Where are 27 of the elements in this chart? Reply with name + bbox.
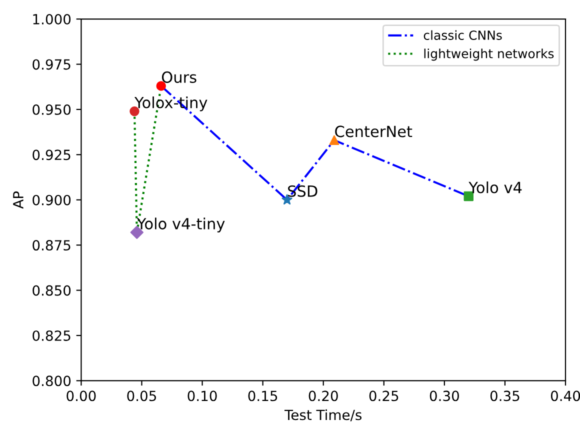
x-tick-label: 0.10 [188, 390, 217, 402]
x-tick-label: 0.25 [369, 390, 398, 402]
y-tick-label: 1.000 [33, 14, 71, 25]
y-tick-label: 0.975 [32, 59, 70, 70]
x-tick-label: 0.00 [66, 390, 96, 402]
y-tick-label: 0.950 [32, 104, 71, 115]
y-tick-label: 0.875 [32, 240, 70, 251]
point [156, 81, 166, 91]
legend-label: lightweight networks [424, 48, 554, 61]
x-tick-label: 0.30 [430, 390, 459, 402]
y-axis-title: AP [13, 191, 24, 209]
annotation: Yolo v4 [468, 181, 522, 194]
legend-label: classic CNNs [424, 30, 502, 40]
x-tick-label: 0.20 [308, 390, 338, 402]
x-tick-label: 0.05 [127, 390, 156, 402]
y-tick-label: 0.925 [32, 150, 70, 160]
y-tick-label: 0.850 [32, 285, 71, 296]
y-tick-label: 0.825 [32, 330, 70, 341]
annotation: Yolo v4-tiny [136, 218, 225, 232]
x-axis-title: Test Time/s [284, 409, 362, 422]
x-tick-label: 0.15 [248, 390, 278, 402]
y-tick-label: 0.900 [32, 194, 71, 206]
annotation: Ours [162, 71, 196, 83]
x-tick-label: 0.40 [550, 390, 580, 402]
x-tick-label: 0.35 [490, 390, 520, 402]
y-tick-label: 0.800 [32, 376, 71, 386]
annotation: CenterNet [335, 126, 412, 138]
